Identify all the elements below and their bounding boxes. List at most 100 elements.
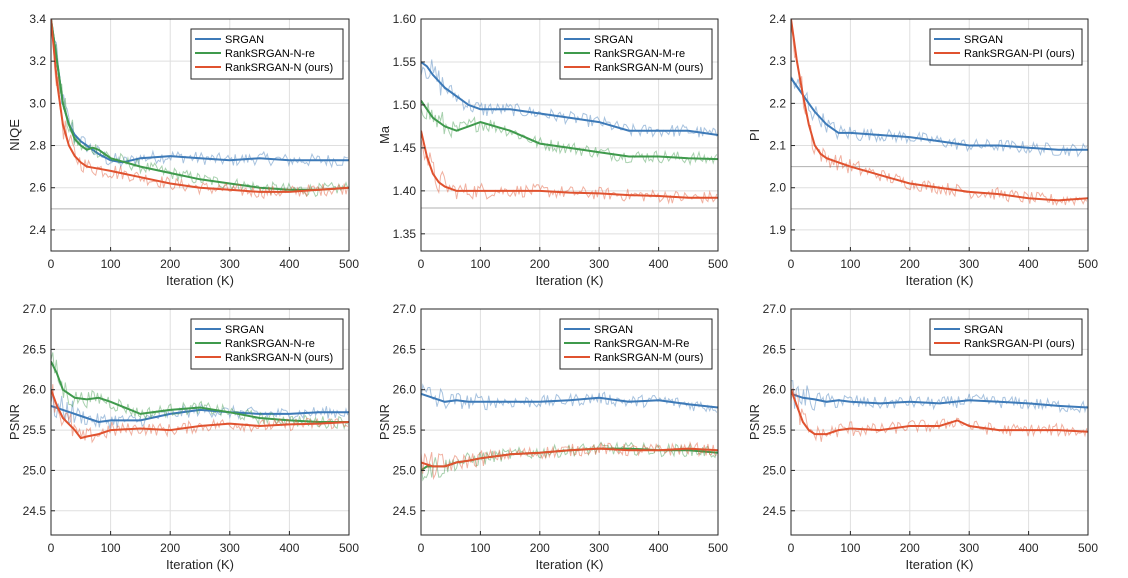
series-line-srgan — [421, 392, 718, 409]
y-tick-label: 2.4 — [769, 12, 786, 26]
y-tick-label: 25.0 — [763, 463, 787, 477]
legend-label: RankSRGAN-M-Re — [594, 338, 689, 350]
x-tick-label: 500 — [1078, 541, 1098, 555]
x-tick-label: 200 — [530, 541, 550, 555]
series-line-srgan — [51, 404, 349, 424]
legend-label: RankSRGAN-PI (ours) — [964, 48, 1075, 60]
legend-label: SRGAN — [594, 34, 633, 46]
x-tick-label: 300 — [220, 541, 240, 555]
y-tick-label: 3.0 — [29, 96, 46, 110]
legend-label: RankSRGAN-N-re — [225, 48, 315, 60]
series-line-ranksrgan-n-ours — [51, 389, 349, 440]
x-axis-label: Iteration (K) — [536, 273, 604, 288]
x-tick-label: 200 — [900, 257, 920, 271]
legend-box — [929, 318, 1083, 356]
y-tick-label: 2.1 — [769, 139, 786, 153]
x-axis-label: Iteration (K) — [536, 557, 604, 572]
x-tick-label: 100 — [101, 541, 121, 555]
raw-trace-ranksrgan-m-ours — [421, 139, 718, 205]
y-tick-label: 26.5 — [393, 342, 417, 356]
x-tick-label: 300 — [959, 257, 979, 271]
chart-panel-1: 0 100 200 300 400 500 2.4 2.6 2.8 3.0 3.2 3.4 Iterat… — [7, 12, 359, 288]
x-tick-label: 400 — [279, 257, 299, 271]
y-axis-label: PSNR — [7, 404, 22, 440]
legend: SRGAN RankSRGAN-M-re RankSRGAN-M (ours) — [559, 28, 713, 80]
y-axis-label: NIQE — [7, 119, 22, 151]
x-tick-label: 300 — [959, 541, 979, 555]
legend-label: SRGAN — [964, 34, 1003, 46]
y-tick-label: 1.50 — [393, 98, 417, 112]
legend: SRGAN RankSRGAN-M-Re RankSRGAN-M (ours) — [559, 318, 713, 370]
x-tick-label: 500 — [708, 257, 728, 271]
y-tick-label: 2.2 — [769, 96, 786, 110]
y-tick-label: 26.5 — [763, 342, 787, 356]
legend-label: RankSRGAN-M (ours) — [594, 352, 703, 364]
x-tick-label: 200 — [160, 257, 180, 271]
y-tick-label: 3.4 — [29, 12, 46, 26]
y-tick-label: 2.4 — [29, 223, 46, 237]
x-tick-label: 500 — [339, 257, 359, 271]
x-tick-label: 400 — [1019, 541, 1039, 555]
x-tick-label: 500 — [339, 541, 359, 555]
x-tick-label: 0 — [48, 257, 55, 271]
legend: SRGAN RankSRGAN-N-re RankSRGAN-N (ours) — [190, 28, 344, 80]
axes-frame — [790, 18, 1089, 252]
y-tick-label: 25.5 — [23, 423, 47, 437]
y-axis-label: PSNR — [747, 404, 762, 440]
axes-frame — [50, 18, 350, 252]
x-tick-label: 500 — [1078, 257, 1098, 271]
y-tick-label: 2.6 — [29, 181, 46, 195]
chart-panel-5: 0 100 200 300 400 500 24.5 25.0 25.5 26.0 26.5 27.0… — [377, 302, 728, 572]
series-line-ranksrgan-m-ours — [421, 447, 718, 468]
raw-trace-ranksrgan-pi-ours — [791, 388, 1088, 442]
x-tick-label: 300 — [589, 541, 609, 555]
series-line-ranksrgan-m-ours — [421, 130, 718, 199]
x-tick-label: 100 — [470, 257, 490, 271]
series-line-srgan — [791, 392, 1088, 409]
y-tick-label: 1.35 — [393, 227, 417, 241]
chart-panel-4: 0 100 200 300 400 500 24.5 25.0 25.5 26.0 26.5 27.0… — [7, 302, 359, 572]
x-tick-label: 0 — [48, 541, 55, 555]
axes-frame — [420, 18, 719, 252]
x-tick-label: 0 — [418, 541, 425, 555]
y-tick-label: 1.45 — [393, 141, 417, 155]
y-tick-label: 26.0 — [763, 383, 787, 397]
x-tick-label: 100 — [101, 257, 121, 271]
series-line-ranksrgan-pi-ours — [791, 19, 1088, 202]
y-tick-label: 2.8 — [29, 139, 46, 153]
y-tick-label: 26.5 — [23, 342, 47, 356]
axes-frame — [420, 308, 719, 536]
x-tick-label: 400 — [279, 541, 299, 555]
y-tick-label: 24.5 — [393, 504, 417, 518]
legend-label: RankSRGAN-PI (ours) — [964, 338, 1075, 350]
x-tick-label: 0 — [418, 257, 425, 271]
x-tick-label: 0 — [788, 257, 795, 271]
y-axis-label: PSNR — [377, 404, 392, 440]
y-tick-label: 27.0 — [23, 302, 47, 316]
legend-label: SRGAN — [225, 324, 264, 336]
y-tick-label: 25.5 — [393, 423, 417, 437]
legend: SRGAN RankSRGAN-PI (ours) — [929, 28, 1083, 66]
x-axis-label: Iteration (K) — [166, 557, 234, 572]
legend-label: RankSRGAN-N (ours) — [225, 352, 333, 364]
x-tick-label: 100 — [840, 257, 860, 271]
x-tick-label: 200 — [530, 257, 550, 271]
y-tick-label: 3.2 — [29, 54, 46, 68]
x-tick-label: 200 — [160, 541, 180, 555]
raw-trace-ranksrgan-pi-ours — [791, 24, 1088, 207]
x-tick-label: 500 — [708, 541, 728, 555]
legend-label: SRGAN — [225, 34, 264, 46]
y-axis-label: PI — [747, 129, 762, 141]
legend: SRGAN RankSRGAN-PI (ours) — [929, 318, 1083, 356]
x-tick-label: 300 — [589, 257, 609, 271]
y-tick-label: 26.0 — [23, 383, 47, 397]
x-tick-label: 400 — [649, 541, 669, 555]
raw-trace-ranksrgan-m-re — [421, 102, 718, 166]
chart-panel-6: 0 100 200 300 400 500 24.5 25.0 25.5 26.0 26.5 27.0… — [747, 302, 1098, 572]
x-tick-label: 200 — [900, 541, 920, 555]
chart-panel-3: 0 100 200 300 400 500 1.9 2.0 2.1 2.2 2.3 2.4 Iterat… — [747, 12, 1098, 288]
legend-label: RankSRGAN-N (ours) — [225, 62, 333, 74]
x-tick-label: 100 — [470, 541, 490, 555]
legend-box — [929, 28, 1083, 66]
legend: SRGAN RankSRGAN-N-re RankSRGAN-N (ours) — [190, 318, 344, 370]
